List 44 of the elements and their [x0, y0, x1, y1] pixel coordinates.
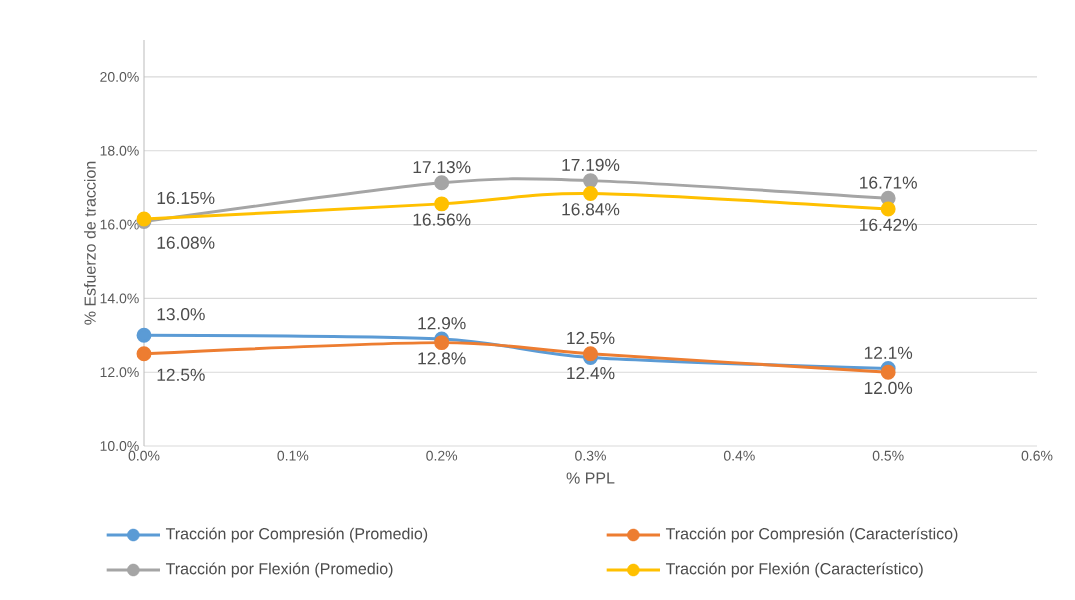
point: [136, 327, 152, 343]
y-tick-label: 18.0%: [100, 145, 139, 156]
point: [434, 335, 450, 351]
data-label: 17.13%: [413, 160, 471, 174]
y-axis-title: % Esfuerzo de traccion: [84, 161, 96, 325]
data-label: 16.71%: [860, 176, 917, 189]
data-label: 13.0%: [157, 308, 205, 321]
data-label: 12.0%: [864, 381, 913, 395]
data-label: 12.5%: [157, 368, 205, 381]
point: [434, 196, 450, 212]
data-label: 16.84%: [562, 203, 620, 216]
data-label: 12.9%: [418, 317, 466, 330]
point: [136, 346, 152, 362]
legend-label: Tracción por Flexión (Promedio): [165, 562, 393, 578]
x-axis-title: % PPL: [566, 472, 615, 484]
x-tick-label: 0.0%: [128, 450, 160, 461]
x-tick-label: 0.4%: [723, 450, 755, 461]
x-tick-label: 0.5%: [872, 450, 904, 461]
data-label: 12.4%: [567, 367, 615, 380]
point: [583, 173, 598, 189]
data-label: 16.42%: [860, 218, 917, 231]
legend-label: Tracción por Flexión (Característico): [665, 562, 923, 578]
y-tick-label: 10.0%: [100, 441, 139, 451]
x-tick-label: 0.6%: [1021, 450, 1053, 461]
x-tick-label: 0.3%: [575, 450, 606, 461]
point: [583, 186, 598, 202]
data-label: 16.56%: [413, 213, 471, 226]
x-tick-label: 0.1%: [277, 450, 309, 461]
data-label: 12.1%: [864, 346, 913, 359]
data-label: 12.8%: [418, 352, 466, 365]
y-tick-label: 16.0%: [100, 219, 139, 230]
x-tick-label: 0.2%: [426, 450, 458, 461]
data-label: 16.15%: [157, 191, 215, 205]
legend-label: Tracción por Compresión (Característico): [665, 527, 958, 543]
y-tick-label: 14.0%: [100, 293, 139, 304]
point: [880, 201, 896, 217]
data-label: 16.08%: [157, 236, 215, 249]
point: [434, 175, 450, 191]
data-label: 17.19%: [562, 158, 620, 172]
data-label: 12.5%: [567, 331, 615, 345]
legend-label: Tracción por Compresión (Promedio): [165, 527, 428, 543]
y-tick-label: 12.0%: [100, 367, 139, 378]
y-tick-label: 20.0%: [100, 71, 139, 82]
point: [880, 364, 896, 380]
